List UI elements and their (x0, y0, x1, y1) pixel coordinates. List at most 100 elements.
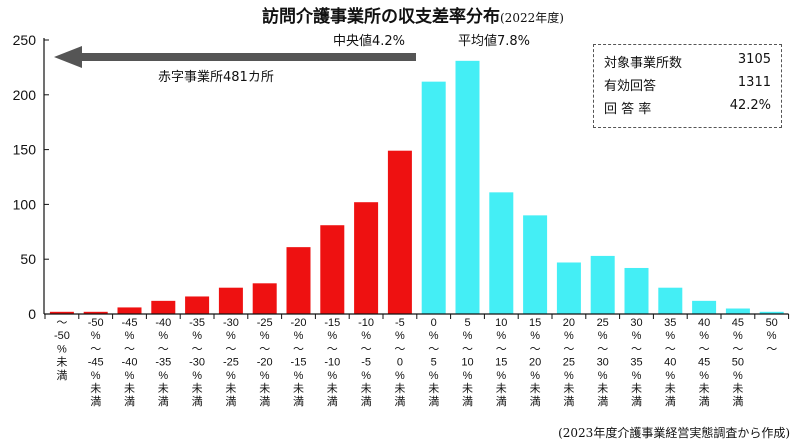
bar (590, 255, 615, 314)
x-tick-label-line: 〜 (90, 343, 101, 355)
x-tick-label-line: % (192, 370, 202, 382)
y-tick-label: 200 (13, 87, 37, 103)
x-tick-label-line: 20 (529, 357, 541, 369)
bar (759, 311, 784, 314)
x-tick-label: -15%〜-10%未満 (324, 317, 340, 408)
x-tick-label-line: % (496, 330, 506, 342)
x-tick-label-line: % (395, 330, 405, 342)
x-tick-label-line: % (260, 370, 270, 382)
bar (151, 300, 176, 314)
x-tick-label-line: -20 (257, 357, 273, 369)
x-tick-label-line: 0 (397, 357, 403, 369)
x-tick-label-line: 〜 (732, 343, 743, 355)
info-row-value: 3105 (737, 52, 771, 67)
x-tick-label-line: 40 (664, 357, 676, 369)
info-row-label: 回 答 率 (604, 102, 652, 117)
x-tick-label-line: 40 (698, 317, 710, 329)
x-tick-label-line: 未 (124, 382, 135, 395)
bar (354, 202, 379, 314)
bar (624, 267, 649, 314)
bar (421, 81, 446, 314)
x-tick-label-line: 〜 (327, 343, 338, 355)
x-tick-label-line: 未 (158, 382, 169, 395)
x-tick-label-line: % (125, 330, 135, 342)
bar (218, 287, 243, 314)
bar (117, 307, 142, 314)
x-tick-label-line: % (192, 330, 202, 342)
x-tick-label-line: 満 (631, 395, 642, 408)
x-tick-label-line: % (767, 330, 777, 342)
x-tick-label-line: % (496, 370, 506, 382)
info-row-label: 対象事業所数 (604, 56, 683, 71)
bar (185, 296, 210, 314)
x-tick-label-line: -15 (291, 357, 307, 369)
x-tick-label-line: 未 (699, 382, 710, 395)
x-tick-label-line: % (463, 370, 473, 382)
x-tick-label-line: -5 (361, 357, 371, 369)
x-tick-label-line: 〜 (158, 343, 169, 355)
x-tick-label-line: % (598, 370, 608, 382)
x-tick-label-line: 未 (394, 382, 405, 395)
x-tick-label-line: % (361, 370, 371, 382)
x-tick-label-line: % (294, 330, 304, 342)
x-tick-label: 45%〜50%未満 (732, 317, 744, 408)
x-tick-label: -20%〜-15%未満 (291, 317, 307, 408)
x-tick-label-line: % (91, 330, 101, 342)
x-tick-label-line: 〜 (665, 343, 676, 355)
x-tick-label: 10%〜15%未満 (495, 317, 507, 408)
x-tick-label-line: 満 (597, 395, 608, 408)
x-tick-label-line: 満 (361, 395, 372, 408)
x-tick-label-line: 〜 (394, 343, 405, 355)
x-tick-label-line: -15 (324, 317, 340, 329)
info-row-value: 42.2% (729, 98, 771, 113)
x-tick-label-line: -20 (291, 317, 307, 329)
x-tick-label-line: -50 (54, 330, 70, 342)
x-tick-label-line: % (158, 370, 168, 382)
x-tick-label-line: % (91, 370, 101, 382)
x-tick-label-line: 未 (56, 356, 67, 369)
x-tick-label-line: % (361, 330, 371, 342)
x-tick-label-line: 5 (431, 357, 437, 369)
x-tick-label: -45%〜-40%未満 (122, 317, 138, 408)
x-tick-label-line: 未 (631, 382, 642, 395)
x-tick-label-line: 満 (158, 395, 169, 408)
info-box: 対象事業所数 3105 有効回答 1311 回 答 率 42.2% (593, 44, 782, 128)
x-tick-label-line: 満 (665, 395, 676, 408)
y-tick-label: 0 (28, 306, 36, 322)
x-tick-label-line: 満 (462, 395, 473, 408)
x-tick-label-line: 〜 (699, 343, 710, 355)
x-tick-label-line: % (733, 370, 743, 382)
x-tick-label-line: % (665, 370, 675, 382)
x-tick-label-line: 15 (495, 357, 507, 369)
x-tick-label-line: 〜 (631, 343, 642, 355)
x-tick-label-line: 〜 (225, 343, 236, 355)
bar (489, 192, 514, 314)
x-tick-label-line: 未 (732, 382, 743, 395)
x-tick-label-line: -25 (223, 357, 239, 369)
x-tick-label-line: -10 (358, 317, 374, 329)
x-tick-label-line: -25 (257, 317, 273, 329)
bar (455, 60, 480, 314)
x-tick-label-line: 〜 (56, 317, 67, 329)
x-tick-label-line: 満 (327, 395, 338, 408)
x-tick-label-line: -35 (189, 317, 205, 329)
x-tick-label-line: 10 (461, 357, 473, 369)
x-tick-label-line: % (632, 370, 642, 382)
chart-title-main: 訪問介護事業所の収支差率分布 (262, 7, 500, 27)
deficit-label: 赤字事業所481カ所 (158, 70, 274, 85)
x-tick-label-line: 未 (530, 382, 541, 395)
y-tick-label: 150 (13, 142, 37, 158)
y-tick-label: 100 (13, 196, 37, 212)
x-tick-label-line: 30 (630, 317, 642, 329)
x-tick-label-line: 45 (732, 317, 744, 329)
x-tick-label-line: 5 (464, 317, 470, 329)
x-tick-label: 5%〜10%未満 (461, 317, 473, 408)
x-tick-label-line: 未 (563, 382, 574, 395)
bar (387, 150, 412, 314)
x-tick-label-line: 〜 (192, 343, 203, 355)
x-tick-label-line: 35 (630, 357, 642, 369)
x-tick-label-line: 満 (428, 395, 439, 408)
x-tick-label-line: 25 (597, 317, 609, 329)
x-tick-label-line: 未 (192, 382, 203, 395)
x-tick-label-line: 〜 (124, 343, 135, 355)
